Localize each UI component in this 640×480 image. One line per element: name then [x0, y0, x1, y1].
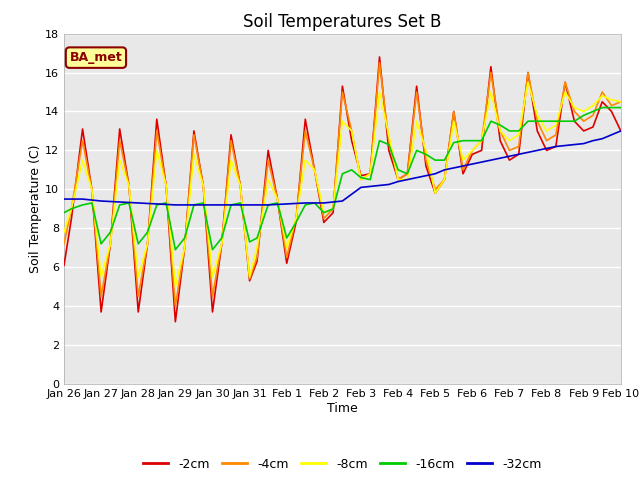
Legend: -2cm, -4cm, -8cm, -16cm, -32cm: -2cm, -4cm, -8cm, -16cm, -32cm	[138, 453, 547, 476]
Y-axis label: Soil Temperature (C): Soil Temperature (C)	[29, 144, 42, 273]
Text: BA_met: BA_met	[70, 51, 122, 64]
X-axis label: Time: Time	[327, 402, 358, 415]
Title: Soil Temperatures Set B: Soil Temperatures Set B	[243, 12, 442, 31]
